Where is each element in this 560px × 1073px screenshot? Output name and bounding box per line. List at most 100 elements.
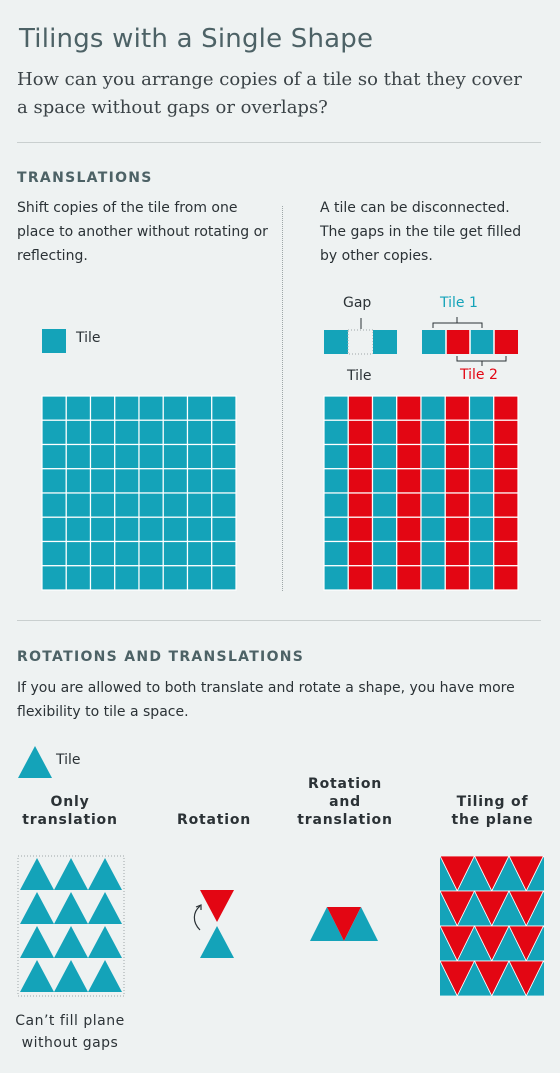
- grid-square: [493, 540, 519, 567]
- grid-square: [371, 565, 398, 591]
- grid-square: [323, 395, 349, 421]
- grid-square: [186, 468, 213, 494]
- triangle-tile-label: Tile: [56, 752, 81, 768]
- grid-square: [41, 565, 67, 591]
- grid-square: [186, 565, 213, 591]
- grid-square: [468, 492, 495, 518]
- cant-fill-plane-note: Can’t fill plane without gaps: [15, 1013, 125, 1051]
- grid-square: [396, 565, 422, 591]
- grid-square: [186, 492, 213, 518]
- grid-square: [396, 443, 422, 470]
- grid-square: [444, 443, 471, 470]
- grid-square: [114, 492, 140, 518]
- triangle-tile-icon: [18, 746, 52, 778]
- grid-square: [211, 516, 237, 543]
- grid-square: [468, 468, 495, 494]
- grid-square: [468, 540, 495, 567]
- rotated-triangle: [200, 890, 234, 922]
- grid-square: [89, 468, 116, 494]
- grid-square: [323, 419, 349, 446]
- translated-triangle: [20, 960, 54, 992]
- grid-square: [41, 492, 67, 518]
- grid-square: [347, 419, 374, 446]
- translated-triangle: [54, 926, 88, 958]
- grid-square: [444, 468, 471, 494]
- grid-square: [493, 492, 519, 518]
- grid-square: [162, 492, 189, 518]
- grid-square: [211, 565, 237, 591]
- grid-square: [89, 419, 116, 446]
- grid-square: [89, 492, 116, 518]
- grid-square: [420, 443, 446, 470]
- gap-outline: [347, 329, 374, 355]
- tile-label-right: Tile: [347, 368, 372, 384]
- grid-square: [114, 443, 140, 470]
- grid-square: [41, 468, 67, 494]
- grid-square: [323, 492, 349, 518]
- grid-square: [114, 468, 140, 494]
- grid-square: [493, 468, 519, 494]
- grid-square: [347, 565, 374, 591]
- grid-square: [211, 419, 237, 446]
- grid-square: [114, 565, 140, 591]
- grid-square: [138, 443, 164, 470]
- grid-square: [371, 516, 398, 543]
- grid-square: [371, 492, 398, 518]
- grid-square: [211, 540, 237, 567]
- translations-left-description: Shift copies of the tile from one place …: [17, 200, 268, 264]
- column-label-only-translation: Only translation: [22, 794, 118, 828]
- grid-square: [347, 492, 374, 518]
- strip-red-1: [446, 330, 470, 354]
- grid-square: [444, 516, 471, 543]
- grid-square: [468, 395, 495, 421]
- translations-right-description: A tile can be disconnected. The gaps in …: [320, 200, 522, 264]
- section-heading-rotations: ROTATIONS AND TRANSLATIONS: [17, 649, 305, 665]
- grid-square: [89, 443, 116, 470]
- grid-square: [493, 395, 519, 421]
- grid-square: [396, 540, 422, 567]
- grid-square: [444, 540, 471, 567]
- grid-square: [211, 492, 237, 518]
- grid-square: [347, 443, 374, 470]
- grid-square: [138, 395, 164, 421]
- grid-square: [420, 492, 446, 518]
- grid-square: [114, 540, 140, 567]
- grid-square: [323, 565, 349, 591]
- grid-square: [371, 540, 398, 567]
- translated-triangle: [88, 858, 122, 890]
- grid-square: [65, 492, 92, 518]
- grid-square: [65, 443, 92, 470]
- grid-square: [420, 565, 446, 591]
- original-triangle: [200, 926, 234, 958]
- translated-triangle: [20, 892, 54, 924]
- disconnected-tiling-grid: [323, 395, 519, 591]
- grid-square: [186, 540, 213, 567]
- grid-square: [396, 492, 422, 518]
- grid-square: [162, 565, 189, 591]
- translated-triangle: [20, 858, 54, 890]
- grid-square: [468, 419, 495, 446]
- plane-triangle-up: [440, 925, 458, 962]
- grid-square: [468, 565, 495, 591]
- gap-label: Gap: [343, 295, 372, 311]
- grid-square: [396, 516, 422, 543]
- strip-teal-1: [422, 330, 446, 354]
- grid-square: [186, 395, 213, 421]
- grid-square: [444, 419, 471, 446]
- translated-triangle: [54, 960, 88, 992]
- translated-triangle: [88, 892, 122, 924]
- grid-square: [396, 419, 422, 446]
- divider-top: [17, 142, 541, 143]
- grid-square: [138, 516, 164, 543]
- tile1-bracket: [432, 317, 483, 328]
- grid-square: [41, 516, 67, 543]
- grid-square: [420, 395, 446, 421]
- translated-triangle: [54, 892, 88, 924]
- grid-square: [162, 468, 189, 494]
- grid-square: [323, 443, 349, 470]
- grid-square: [89, 565, 116, 591]
- grid-square: [114, 419, 140, 446]
- section-heading-translations: TRANSLATIONS: [17, 170, 153, 186]
- grid-square: [41, 419, 67, 446]
- grid-square: [162, 443, 189, 470]
